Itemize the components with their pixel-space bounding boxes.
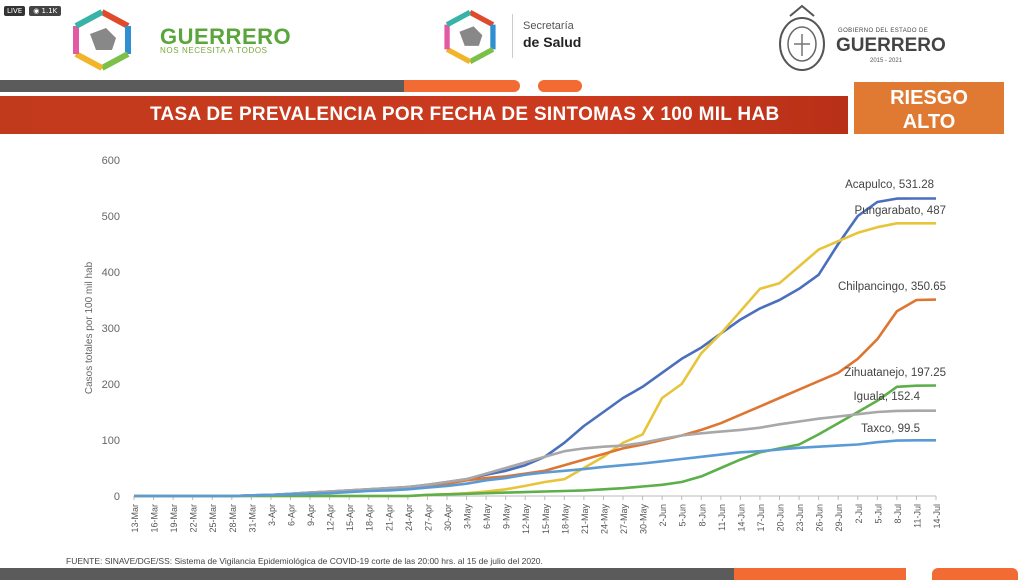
x-tick-label: 13-Mar [130, 504, 140, 533]
x-tick-label: 8-Jun [697, 504, 707, 527]
x-tick-label: 25-Mar [208, 504, 218, 533]
x-tick-label: 11-Jul [912, 504, 922, 528]
x-tick-label: 31-Mar [247, 504, 257, 533]
series-label-pungarabato: Pungarabato, 487 [855, 205, 946, 217]
bottom-bar-orange-small [932, 568, 1018, 580]
live-badge: LIVE [4, 6, 26, 16]
x-tick-label: 24-Apr [404, 504, 414, 531]
x-tick-label: 9-Apr [306, 504, 316, 526]
x-tick-label: 21-May [580, 504, 590, 535]
series-label-iguala: Iguala, 152.4 [853, 391, 920, 403]
x-tick-label: 16-Mar [150, 504, 160, 533]
x-tick-label: 14-Jul [932, 504, 942, 529]
x-tick-label: 12-May [521, 504, 531, 535]
x-tick-label: 9-May [502, 504, 512, 530]
x-tick-label: 30-May [639, 504, 649, 535]
source-footer: FUENTE: SINAVE/DGE/SS: Sistema de Vigila… [66, 556, 543, 566]
brand-name: GUERRERO [160, 24, 292, 49]
decor-bar-orange-small [538, 80, 582, 92]
x-tick-label: 17-Jun [756, 504, 766, 532]
series-line-pungarabato [134, 222, 936, 498]
state-seal-icon [779, 4, 825, 71]
view-count-value: 1.1K [41, 7, 58, 15]
x-tick-label: 8-Jul [893, 504, 903, 524]
title-bar [0, 96, 848, 134]
live-indicator: LIVE ◉ 1.1K [4, 6, 62, 16]
x-tick-label: 18-May [560, 504, 570, 535]
gobierno-label: GOBIERNO DEL ESTADO DE [838, 28, 929, 34]
x-tick-label: 28-Mar [228, 504, 238, 533]
x-tick-label: 15-Apr [345, 504, 355, 531]
x-tick-label: 12-Apr [326, 504, 336, 531]
salud-logo-icon [444, 9, 496, 65]
y-tick-label: 0 [114, 491, 120, 503]
x-tick-label: 20-Jun [776, 504, 786, 532]
x-tick-label: 5-Jul [873, 504, 883, 524]
guerrero-logo-icon [73, 9, 131, 71]
x-tick-label: 29-Jun [834, 504, 844, 532]
x-tick-label: 30-Apr [443, 504, 453, 531]
gobierno-years: 2015 - 2021 [870, 58, 903, 64]
y-tick-label: 300 [102, 323, 120, 335]
x-tick-label: 6-Apr [286, 504, 296, 526]
x-tick-label: 14-Jun [736, 504, 746, 532]
x-tick-label: 3-May [463, 504, 473, 530]
y-tick-label: 400 [102, 267, 120, 279]
x-tick-label: 21-Apr [384, 504, 394, 531]
x-tick-label: 18-Apr [365, 504, 375, 531]
brand-tagline: NOS NECESITA A TODOS [160, 46, 268, 55]
decor-bar-orange [404, 80, 520, 92]
x-tick-label: 2-Jun [658, 504, 668, 527]
line-chart: 0 100 200 300 400 500 600 Casos totales por 100… [84, 155, 946, 535]
y-axis-label: Casos totales por 100 mil hab [84, 261, 95, 394]
header-divider [512, 14, 513, 58]
x-tick-label: 15-May [541, 504, 551, 535]
x-tick-label: 27-May [619, 504, 629, 535]
x-tick-label: 11-Jun [717, 504, 727, 531]
y-tick-label: 100 [102, 435, 120, 447]
salud-label: de Salud [523, 34, 582, 50]
series-label-acapulco: Acapulco, 531.28 [845, 179, 934, 191]
secretaria-label: Secretaría [523, 20, 574, 32]
y-tick-label: 600 [102, 155, 120, 167]
series-line-acapulco [134, 197, 936, 498]
x-tick-label: 24-May [599, 504, 609, 535]
view-count: ◉ 1.1K [29, 6, 62, 16]
y-tick-label: 500 [102, 211, 120, 223]
x-tick-label: 6-May [482, 504, 492, 530]
chart-title: TASA DE PREVALENCIA POR FECHA DE SINTOMA… [150, 104, 780, 125]
series-label-chilpancingo: Chilpancingo, 350.65 [838, 281, 946, 293]
x-tick-label: 22-Mar [189, 504, 199, 533]
x-tick-label: 26-Jun [815, 504, 825, 532]
series-line-chilpancingo [134, 298, 937, 498]
decor-bar-dark [0, 80, 404, 92]
risk-badge: RIESGO ALTO [852, 80, 1006, 136]
x-tick-label: 19-Mar [169, 504, 179, 533]
series-label-taxco: Taxco, 99.5 [861, 423, 920, 435]
x-tick-label: 5-Jun [678, 504, 688, 527]
risk-line1: RIESGO [890, 87, 968, 109]
series-line-taxco [134, 438, 936, 498]
bottom-bar-dark [0, 568, 734, 580]
bottom-bar-orange [734, 568, 906, 580]
series-label-zihuatanejo: Zihuatanejo, 197.25 [844, 367, 946, 379]
gobierno-state: GUERRERO [836, 35, 946, 56]
x-tick-label: 23-Jun [795, 504, 805, 532]
risk-line2: ALTO [902, 111, 956, 133]
y-tick-label: 200 [102, 379, 120, 391]
series-line-zihuatanejo [134, 384, 937, 498]
x-tick-label: 27-Apr [423, 504, 433, 531]
x-tick-label: 3-Apr [267, 504, 277, 526]
x-tick-label: 2-Jul [854, 504, 864, 524]
